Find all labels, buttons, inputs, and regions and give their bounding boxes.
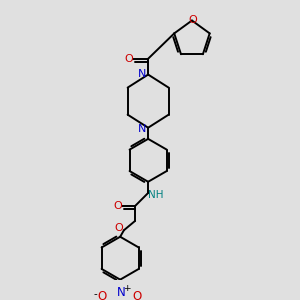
Text: -: -: [93, 289, 97, 298]
Text: O: O: [97, 290, 106, 300]
Text: N: N: [138, 124, 147, 134]
Text: O: O: [113, 201, 122, 211]
Text: O: O: [132, 290, 142, 300]
Text: N: N: [138, 69, 147, 79]
Text: O: O: [124, 54, 133, 64]
Text: NH: NH: [148, 190, 163, 200]
Text: N: N: [117, 286, 125, 299]
Text: O: O: [115, 224, 124, 233]
Text: +: +: [123, 284, 130, 293]
Text: O: O: [188, 15, 197, 25]
